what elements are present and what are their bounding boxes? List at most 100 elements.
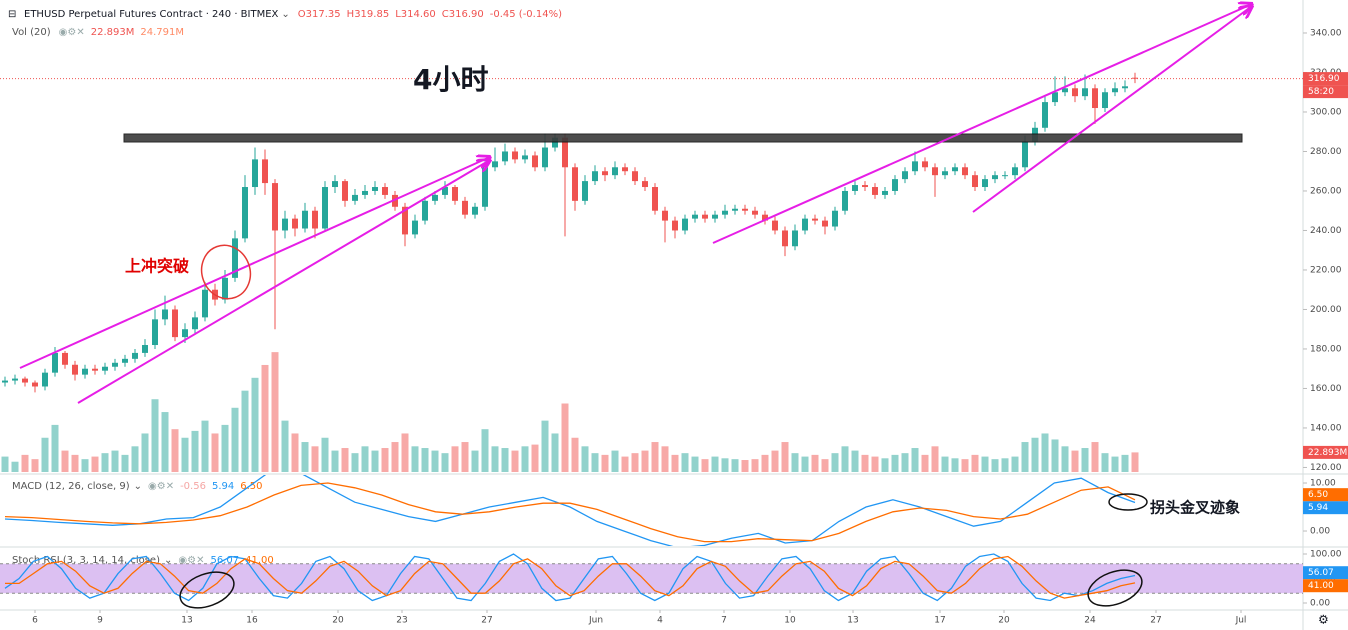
candle-body [622,167,628,172]
last-price-label: 316.90 [1308,74,1340,84]
dropdown[interactable]: ⌄ [281,9,289,20]
candle-body [342,181,348,201]
volume-bar [251,377,259,472]
y-tick-label: 200.00 [1310,305,1342,315]
y-tick-label: 10.00 [1310,479,1336,489]
candle-body [202,289,208,318]
volume-bar [671,454,679,472]
candle-body [612,167,618,176]
volume-bar [601,454,609,472]
candle-body [762,214,768,221]
volume-bar [771,450,779,472]
volume-bar [331,450,339,472]
volume-bar [441,453,449,472]
volume-bar [401,433,409,472]
volume-bar [621,456,629,472]
candle-body [132,352,138,359]
candle-body [732,208,738,211]
volume-bar [321,437,329,472]
volume-bar [71,454,79,472]
volume-bar [111,450,119,472]
y-tick-label: 300.00 [1310,107,1342,117]
last-value-label: 5.94 [1308,503,1328,513]
candle-body [52,352,58,373]
candle-body [682,218,688,231]
annotation: 上冲突破 [125,257,189,276]
volume-bar [931,446,939,472]
candle-body [532,155,538,168]
trend-line [712,4,1252,244]
candle-body [1052,92,1058,103]
macd-hist-value: -0.56 [180,481,206,492]
candle-body [992,175,998,180]
volume-bar [11,461,19,472]
candle-body [162,309,168,320]
candle-body [332,181,338,188]
settings-icon[interactable]: ⚙ [1318,613,1329,627]
volume-bar [581,446,589,472]
candle-body [262,159,268,184]
candle-body [222,277,228,300]
candle-body [302,210,308,229]
volume-bar [481,429,489,472]
volume-bar [301,442,309,472]
symbol-title: ETHUSD Perpetual Futures Contract · 240 … [24,9,279,20]
candle-body [902,171,908,180]
volume-bar [1131,452,1139,472]
candle-body [362,190,368,195]
volume-bar [31,459,39,472]
volume-bar [281,420,289,472]
volume-bar [491,446,499,472]
legend-icons[interactable]: ◉⚙✕ [178,555,204,566]
candle-body [922,161,928,168]
volume-bar [911,448,919,472]
volume-bar [221,424,229,472]
volume-value: 22.893M [91,27,135,38]
dropdown[interactable]: ⌄ [164,555,172,566]
volume-bar [571,437,579,472]
volume-bar [901,453,909,472]
volume-bar [411,446,419,472]
stoch_rsi-pane [4,553,1136,602]
candle-body [982,179,988,188]
collapse-icon[interactable]: ⊟ [8,9,16,20]
candle-body [852,185,858,191]
annotation: 拐头金叉迹象 [1150,499,1240,517]
candle-body [1002,175,1008,177]
volume-bar [891,454,899,472]
volume-bar [1091,442,1099,472]
dropdown[interactable]: ⌄ [134,481,142,492]
volume-bar [551,433,559,472]
legend-icons[interactable]: ◉⚙✕ [59,27,85,38]
candle-body [272,183,278,231]
candle-body [432,194,438,201]
candle-body [1092,88,1098,109]
volume-bar [21,454,29,472]
x-tick-label: 20 [998,616,1010,626]
legend-icons[interactable]: ◉⚙✕ [148,481,174,492]
candle-body [442,187,448,195]
legend: ETHUSD Perpetual Futures Contract · 240 … [24,9,562,20]
volume-bar [191,430,199,472]
volume-bar [511,450,519,472]
last-value-label-box [1303,566,1348,580]
volume-ma: 24.791M [140,27,184,38]
volume-bar [1051,439,1059,472]
ohlc-open: O317.35 [298,9,341,20]
volume-bar [461,442,469,472]
candle-body [392,194,398,207]
annotation: 4小时 [413,63,488,96]
macd-value: 5.94 [212,481,234,492]
candle-body [952,167,958,172]
candle-body [312,210,318,229]
last-price-label-box [1303,72,1348,86]
countdown-label-box [1303,85,1348,99]
candle-body [72,364,78,375]
macd-title: MACD (12, 26, close, 9) [12,481,130,492]
volume-bar [971,454,979,472]
candle-body [502,151,508,162]
volume-bar [291,433,299,472]
candle-body [1072,88,1078,97]
candle-body [562,137,568,168]
